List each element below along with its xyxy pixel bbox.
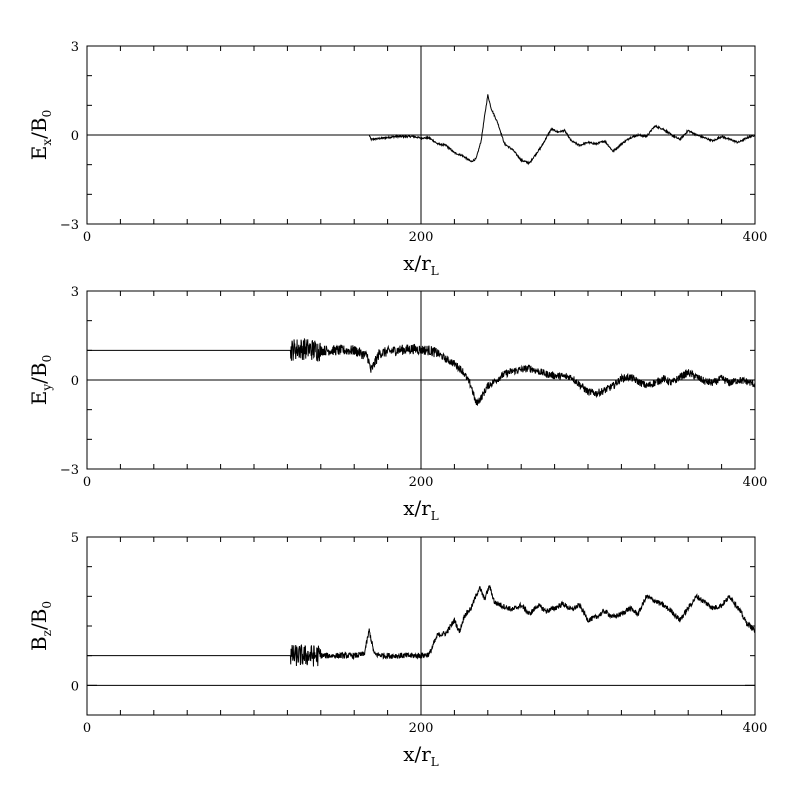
- y-tick-label: 3: [71, 40, 79, 55]
- x-axis-label: x/rL: [403, 742, 439, 769]
- x-tick-label: 200: [409, 721, 434, 736]
- x-axis-label: x/rL: [403, 496, 439, 523]
- data-series-line: [368, 94, 756, 166]
- x-tick-label: 200: [409, 230, 434, 245]
- y-tick-label: 0: [71, 679, 79, 694]
- x-tick-label: 0: [83, 230, 91, 245]
- x-axis-label: x/rL: [403, 251, 439, 278]
- y-axis-label: Ex/B0: [27, 110, 54, 160]
- y-tick-label: 0: [71, 129, 79, 144]
- x-tick-label: 0: [83, 475, 91, 490]
- y-axis-label: Ey/B0: [27, 355, 54, 405]
- data-series-line: [87, 585, 756, 667]
- y-tick-label: −3: [60, 218, 79, 233]
- y-tick-label: 3: [71, 285, 79, 300]
- data-series-line: [87, 338, 756, 406]
- panel-1: 0 200 400 −3 0 3 x/rL Ex/B0: [27, 40, 767, 278]
- x-tick-label: 400: [743, 721, 768, 736]
- y-tick-label: 5: [71, 531, 79, 546]
- y-tick-label: −3: [60, 463, 79, 478]
- y-axis-label: Bz/B0: [27, 601, 54, 651]
- y-tick-label: 0: [71, 374, 79, 389]
- x-tick-label: 200: [409, 475, 434, 490]
- panel-2: 0 200 400 −3 0 3 x/rL Ey/B0: [27, 285, 767, 523]
- x-tick-label: 400: [743, 230, 768, 245]
- panel-3: 0 200 400 0 5 x/rL Bz/B0: [27, 531, 767, 769]
- x-tick-label: 400: [743, 475, 768, 490]
- x-tick-label: 0: [83, 721, 91, 736]
